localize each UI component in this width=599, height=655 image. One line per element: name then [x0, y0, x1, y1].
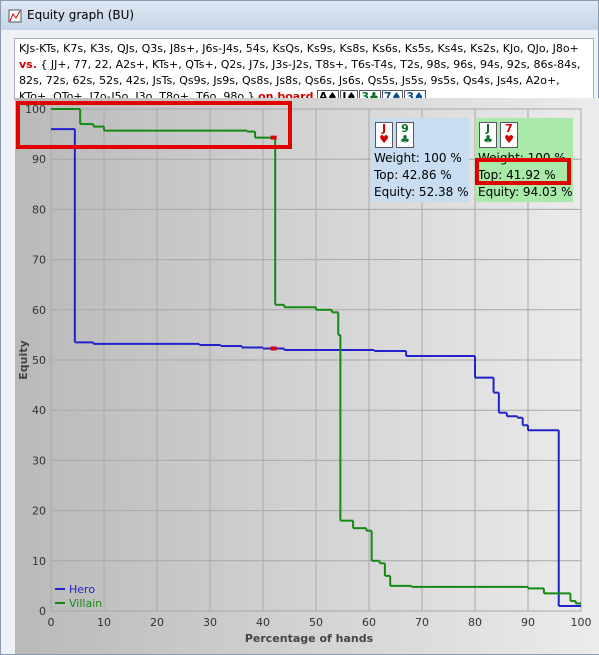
highlight-box [475, 158, 571, 185]
x-tick-label: 20 [150, 616, 164, 629]
board-label: on board [258, 90, 314, 100]
y-tick-label: 90 [32, 153, 46, 166]
legend-label: Villain [69, 597, 102, 610]
hole-cards: J ♣ 7 ♥ [479, 122, 521, 148]
window-title: Equity graph (BU) [27, 8, 135, 22]
board-card: A♠ [316, 90, 340, 99]
x-tick-label: 70 [415, 616, 429, 629]
card-rank: 9 [401, 122, 409, 135]
hole-cards: J ♥ 9 ♣ [375, 122, 417, 148]
y-tick-label: 40 [32, 404, 46, 417]
card: J ♣ [479, 122, 497, 148]
card: 9 ♣ [396, 122, 414, 148]
card-suit: ♣ [400, 133, 410, 146]
card-rank: 7 [505, 122, 513, 135]
y-tick-label: 30 [32, 454, 46, 467]
villain-range: { JJ+, 77, 22, A2s+, KTs+, QTs+, Q2s, J7… [19, 58, 581, 100]
card-rank: J [485, 122, 491, 135]
title-bar: Equity graph (BU) [1, 1, 598, 30]
y-tick-label: 70 [32, 254, 46, 267]
app-icon [8, 9, 22, 23]
y-tick-label: 50 [32, 354, 46, 367]
panel-weight: Weight: 100 % [374, 151, 462, 165]
card: J ♥ [375, 122, 393, 148]
x-tick-label: 50 [309, 616, 323, 629]
x-tick-label: 80 [468, 616, 482, 629]
hero-range: KJs-KTs, K7s, K3s, QJs, Q3s, J8s+, J6s-J… [19, 42, 579, 55]
highlight-box [16, 101, 292, 149]
panel-top: Top: 41.92 % [478, 168, 556, 182]
y-tick-label: 60 [32, 304, 46, 317]
panel-top: Top: 42.86 % [374, 168, 452, 182]
board-card: 7♠ [381, 90, 404, 99]
panel-equity: Equity: 94.03 % [478, 185, 573, 199]
y-tick-label: 0 [39, 605, 46, 618]
x-tick-label: 90 [521, 616, 535, 629]
y-tick-label: 10 [32, 555, 46, 568]
x-axis-label: Percentage of hands [245, 632, 374, 645]
vs-label: vs. [19, 58, 37, 71]
cursor-marker [270, 135, 277, 140]
panel-equity: Equity: 52.38 % [374, 185, 469, 199]
legend-label: Hero [69, 583, 95, 596]
x-tick-label: 40 [256, 616, 270, 629]
card-rank: J [381, 122, 387, 135]
range-text: KJs-KTs, K7s, K3s, QJs, Q3s, J8s+, J6s-J… [14, 38, 594, 100]
board-card: 3♠ [404, 90, 426, 99]
x-tick-label: 10 [97, 616, 111, 629]
hero-panel: J ♥ 9 ♣ Weight: 100 % Top: 42.86 % Equity: 52.… [371, 118, 469, 202]
y-axis-label: Equity [17, 340, 30, 379]
x-tick-label: 60 [362, 616, 376, 629]
card-suit: ♥ [379, 133, 389, 146]
y-tick-label: 80 [32, 203, 46, 216]
board: A♠ J♠ 3♣ 7♠ 3♠ [316, 90, 427, 99]
cursor-marker [270, 346, 277, 351]
board-card: J♠ [340, 90, 359, 99]
x-tick-label: 100 [571, 616, 592, 629]
y-tick-label: 20 [32, 505, 46, 518]
x-tick-label: 0 [48, 616, 55, 629]
board-card: 3♣ [359, 90, 381, 99]
y-tick-label: 100 [25, 103, 46, 116]
card: 7 ♥ [500, 122, 518, 148]
card-suit: ♣ [483, 133, 493, 146]
card-suit: ♥ [504, 133, 514, 146]
x-tick-label: 30 [203, 616, 217, 629]
